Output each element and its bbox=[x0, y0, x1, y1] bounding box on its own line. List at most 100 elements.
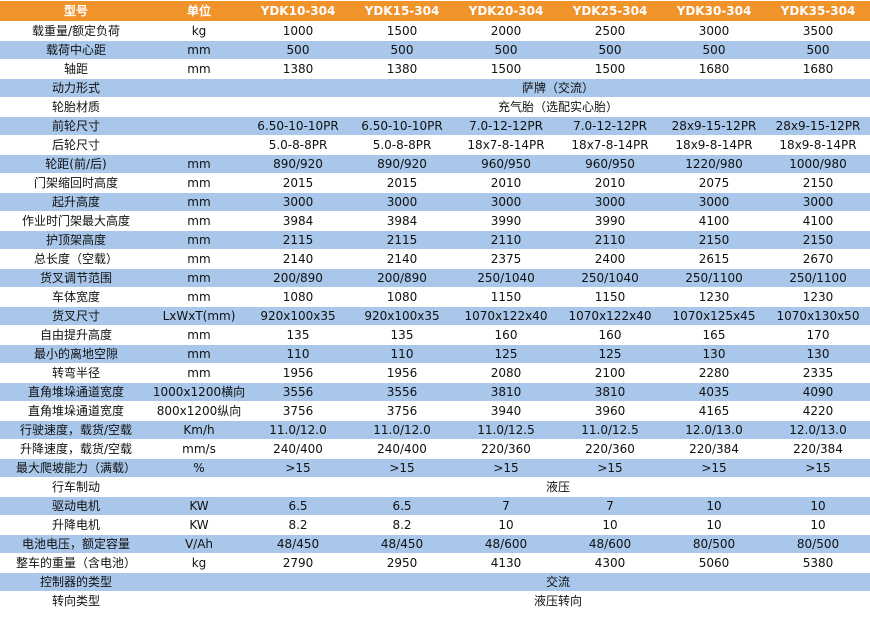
row-label: 前轮尺寸 bbox=[0, 117, 152, 135]
value-cell: 48/450 bbox=[350, 535, 454, 553]
value-cell: 500 bbox=[766, 41, 870, 59]
row-label: 轮胎材质 bbox=[0, 98, 152, 116]
value-cell: 4100 bbox=[766, 212, 870, 230]
table-row: 轮距(前/后) mm 890/920 890/920 960/950 960/950 122… bbox=[0, 155, 870, 173]
header-cell-ydk15: YDK15-304 bbox=[350, 1, 454, 21]
value-cell: 80/500 bbox=[766, 535, 870, 553]
header-row: 型号 单位 YDK10-304 YDK15-304 YDK20-304 YDK2… bbox=[0, 1, 870, 21]
value-cell: 18x7-8-14PR bbox=[454, 136, 558, 154]
table-row: 转弯半径 mm 1956 1956 2080 2100 2280 2335 bbox=[0, 364, 870, 382]
header-cell-ydk30: YDK30-304 bbox=[662, 1, 766, 21]
value-cell: 920x100x35 bbox=[350, 307, 454, 325]
value-cell: 890/920 bbox=[350, 155, 454, 173]
value-cell: 1956 bbox=[246, 364, 350, 382]
value-cell: 8.2 bbox=[246, 516, 350, 534]
value-cell: 2790 bbox=[246, 554, 350, 572]
value-cell: 3000 bbox=[454, 193, 558, 211]
value-cell: 165 bbox=[662, 326, 766, 344]
value-cell: 200/890 bbox=[246, 269, 350, 287]
value-cell: 1070x125x45 bbox=[662, 307, 766, 325]
row-unit: 800x1200纵向 bbox=[152, 402, 246, 420]
value-cell: 4300 bbox=[558, 554, 662, 572]
row-unit: KW bbox=[152, 497, 246, 515]
row-label: 电池电压，额定容量 bbox=[0, 535, 152, 553]
header-cell-ydk20: YDK20-304 bbox=[454, 1, 558, 21]
value-cell: 80/500 bbox=[662, 535, 766, 553]
value-cell: 1230 bbox=[766, 288, 870, 306]
value-cell: 8.2 bbox=[350, 516, 454, 534]
value-cell: 3810 bbox=[558, 383, 662, 401]
row-unit: mm bbox=[152, 288, 246, 306]
value-cell: 1070x122x40 bbox=[558, 307, 662, 325]
table-row: 直角堆垛通道宽度 800x1200纵向 3756 3756 3940 3960 4165 42… bbox=[0, 402, 870, 420]
value-cell: 2400 bbox=[558, 250, 662, 268]
row-unit: 1000x1200横向 bbox=[152, 383, 246, 401]
value-cell: 4090 bbox=[766, 383, 870, 401]
table-row: 起升高度 mm 3000 3000 3000 3000 3000 3000 bbox=[0, 193, 870, 211]
merged-value-cell: 液压 bbox=[246, 478, 870, 496]
row-label: 后轮尺寸 bbox=[0, 136, 152, 154]
value-cell: 10 bbox=[766, 497, 870, 515]
value-cell: 2015 bbox=[350, 174, 454, 192]
value-cell: 3756 bbox=[246, 402, 350, 420]
row-label: 货叉调节范围 bbox=[0, 269, 152, 287]
value-cell: 2075 bbox=[662, 174, 766, 192]
value-cell: 3756 bbox=[350, 402, 454, 420]
row-unit: Km/h bbox=[152, 421, 246, 439]
value-cell: 1380 bbox=[350, 60, 454, 78]
value-cell: 130 bbox=[662, 345, 766, 363]
table-row: 载荷中心距 mm 500 500 500 500 500 500 bbox=[0, 41, 870, 59]
value-cell: 1680 bbox=[662, 60, 766, 78]
value-cell: 2150 bbox=[662, 231, 766, 249]
value-cell: 3960 bbox=[558, 402, 662, 420]
value-cell: 220/384 bbox=[766, 440, 870, 458]
value-cell: 10 bbox=[454, 516, 558, 534]
value-cell: 500 bbox=[350, 41, 454, 59]
value-cell: 3000 bbox=[662, 22, 766, 40]
value-cell: 220/360 bbox=[454, 440, 558, 458]
value-cell: 500 bbox=[454, 41, 558, 59]
header-cell-unit: 单位 bbox=[152, 1, 246, 21]
value-cell: 10 bbox=[662, 516, 766, 534]
value-cell: 3000 bbox=[766, 193, 870, 211]
row-unit: mm bbox=[152, 212, 246, 230]
spec-table-body: 载重量/额定负荷 kg 1000 1500 2000 2500 3000 3500 载荷中心距 m… bbox=[0, 22, 870, 610]
value-cell: 6.5 bbox=[246, 497, 350, 515]
row-label: 驱动电机 bbox=[0, 497, 152, 515]
row-label: 控制器的类型 bbox=[0, 573, 152, 591]
value-cell: 1000 bbox=[246, 22, 350, 40]
merged-value-cell: 萨牌（交流） bbox=[246, 79, 870, 97]
row-unit: mm bbox=[152, 364, 246, 382]
row-label: 动力形式 bbox=[0, 79, 152, 97]
value-cell: 4035 bbox=[662, 383, 766, 401]
value-cell: 500 bbox=[662, 41, 766, 59]
merged-value-cell: 充气胎（选配实心胎） bbox=[246, 98, 870, 116]
value-cell: 1220/980 bbox=[662, 155, 766, 173]
value-cell: 2375 bbox=[454, 250, 558, 268]
value-cell: 240/400 bbox=[246, 440, 350, 458]
value-cell: 11.0/12.5 bbox=[454, 421, 558, 439]
row-unit: V/Ah bbox=[152, 535, 246, 553]
value-cell: 7.0-12-12PR bbox=[454, 117, 558, 135]
table-row: 自由提升高度 mm 135 135 160 160 165 170 bbox=[0, 326, 870, 344]
value-cell: 2140 bbox=[350, 250, 454, 268]
value-cell: 2010 bbox=[454, 174, 558, 192]
table-row: 控制器的类型 交流 bbox=[0, 573, 870, 591]
row-unit: mm bbox=[152, 345, 246, 363]
table-row: 最小的离地空隙 mm 110 110 125 125 130 130 bbox=[0, 345, 870, 363]
value-cell: 10 bbox=[558, 516, 662, 534]
value-cell: 1000/980 bbox=[766, 155, 870, 173]
row-unit: mm bbox=[152, 231, 246, 249]
row-label: 护顶架高度 bbox=[0, 231, 152, 249]
header-cell-ydk35: YDK35-304 bbox=[766, 1, 870, 21]
value-cell: 48/600 bbox=[454, 535, 558, 553]
table-row: 作业时门架最大高度 mm 3984 3984 3990 3990 4100 4100 bbox=[0, 212, 870, 230]
value-cell: 18x9-8-14PR bbox=[662, 136, 766, 154]
row-label: 升降速度，载货/空载 bbox=[0, 440, 152, 458]
row-label: 整车的重量（含电池） bbox=[0, 554, 152, 572]
row-label: 直角堆垛通道宽度 bbox=[0, 402, 152, 420]
row-unit: mm bbox=[152, 250, 246, 268]
value-cell: 2140 bbox=[246, 250, 350, 268]
table-row: 车体宽度 mm 1080 1080 1150 1150 1230 1230 bbox=[0, 288, 870, 306]
table-row: 转向类型 液压转向 bbox=[0, 592, 870, 610]
